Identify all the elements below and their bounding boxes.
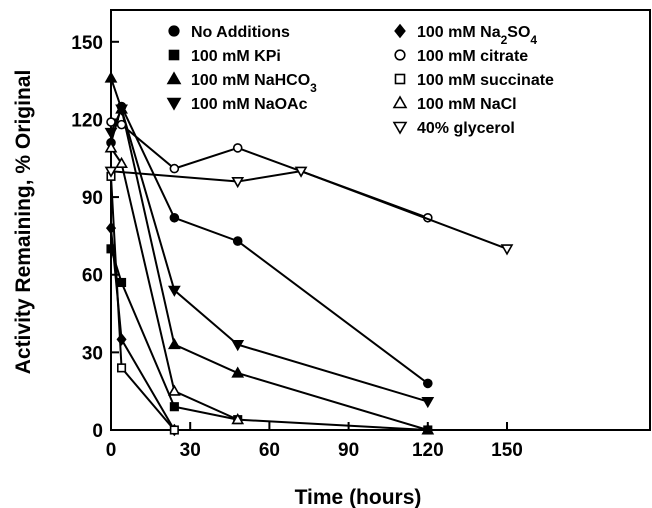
legend-item: 100 mM NaHCO3 (166, 71, 317, 95)
data-point (115, 104, 128, 116)
series-line (110, 121, 429, 219)
legend-label: 100 mM KPi (191, 48, 281, 65)
y-tick-label: 120 (71, 110, 103, 131)
data-point (421, 396, 435, 409)
y-tick-label: 150 (71, 33, 103, 54)
data-point (231, 177, 245, 189)
legend-label: 100 mM NaHCO3 (191, 72, 317, 95)
legend-label: 100 mM NaOAc (191, 96, 308, 113)
legend-item: 40% glycerol (392, 120, 515, 137)
data-point (231, 366, 245, 378)
data-point (104, 71, 118, 83)
series-group (104, 71, 514, 437)
y-tick-label: 60 (82, 266, 103, 287)
data-point (117, 277, 127, 288)
data-point (167, 337, 181, 350)
series-1 (106, 244, 433, 435)
plot-frame (110, 9, 651, 431)
series-line (110, 77, 429, 431)
data-point (421, 423, 435, 435)
y-tick-label: 30 (82, 343, 103, 364)
data-point (116, 119, 127, 130)
series-line (110, 147, 239, 421)
x-tick-label: 0 (106, 440, 117, 461)
x-axis-title: Time (hours) (295, 486, 422, 508)
data-point (169, 212, 180, 223)
legend-item: 100 mM NaCl (392, 95, 517, 113)
legend-item: 100 mM NaOAc (166, 96, 308, 113)
legend-marker (166, 97, 182, 111)
x-tick-label: 150 (491, 440, 523, 461)
legend-marker (394, 49, 406, 61)
y-tick-label: 90 (82, 188, 103, 209)
data-point (106, 117, 116, 127)
legend-label: 100 mM NaCl (417, 96, 517, 113)
series-6 (106, 171, 179, 435)
legend-label: 40% glycerol (417, 120, 515, 137)
legend-label: No Additions (191, 24, 290, 41)
legend-marker (392, 121, 408, 135)
series-0 (106, 101, 433, 389)
data-point (294, 166, 308, 178)
legend-item: 100 mM citrate (394, 48, 528, 65)
legend-item: 100 mM Na2SO4 (394, 23, 537, 47)
legend-marker (168, 49, 180, 61)
series-2 (104, 71, 435, 435)
data-point (104, 166, 118, 178)
legend-item: 100 mM KPi (168, 48, 281, 65)
data-point (232, 236, 243, 246)
data-point (117, 363, 127, 373)
legend-marker (168, 25, 180, 37)
legend-item: 100 mM succinate (394, 72, 554, 89)
y-axis-title: Activity Remaining, % Original (12, 70, 35, 375)
data-point (167, 285, 181, 297)
legend-marker (394, 73, 406, 85)
data-point (169, 402, 179, 412)
series-line (110, 103, 429, 385)
data-point (167, 384, 181, 396)
data-point (231, 413, 245, 425)
data-point (232, 143, 243, 153)
series-3 (104, 104, 435, 409)
data-point (115, 156, 128, 168)
series-7 (104, 141, 245, 425)
data-point (422, 378, 433, 389)
y-tick-label: 0 (92, 421, 103, 442)
series-8 (104, 166, 514, 256)
series-5 (106, 117, 433, 223)
x-tick-label: 60 (259, 440, 280, 461)
x-tick-label: 90 (338, 440, 359, 461)
legend-label: 100 mM succinate (417, 72, 554, 89)
data-point (231, 340, 245, 352)
series-line (110, 106, 429, 403)
legend-marker (394, 23, 406, 39)
legend-label: 100 mM Na2SO4 (417, 24, 537, 47)
data-point (169, 163, 180, 174)
x-tick-label: 120 (412, 440, 444, 461)
data-point (104, 127, 118, 139)
data-point (104, 141, 118, 153)
legend-marker (166, 71, 182, 85)
legend-label: 100 mM citrate (417, 48, 528, 65)
legend-item: No Additions (168, 24, 290, 41)
data-point (500, 244, 514, 256)
data-point (169, 425, 179, 435)
legend-marker (392, 95, 408, 109)
series-line (110, 170, 508, 250)
x-tick-label: 30 (180, 440, 201, 461)
